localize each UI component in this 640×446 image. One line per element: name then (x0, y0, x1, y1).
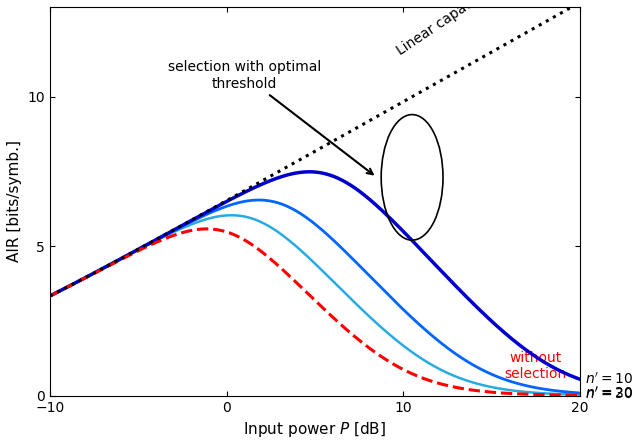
Text: Linear capacity: Linear capacity (394, 0, 491, 58)
Y-axis label: AIR [bits/symb.]: AIR [bits/symb.] (7, 140, 22, 262)
Text: $n' = 30$: $n' = 30$ (585, 387, 634, 402)
Text: $n' = 20$: $n' = 20$ (585, 385, 634, 401)
Text: without
selection: without selection (504, 351, 567, 381)
Text: $n' = 10$: $n' = 10$ (585, 372, 634, 387)
X-axis label: Input power $P$ [dB]: Input power $P$ [dB] (243, 420, 387, 439)
Text: selection with optimal
threshold: selection with optimal threshold (168, 61, 372, 174)
